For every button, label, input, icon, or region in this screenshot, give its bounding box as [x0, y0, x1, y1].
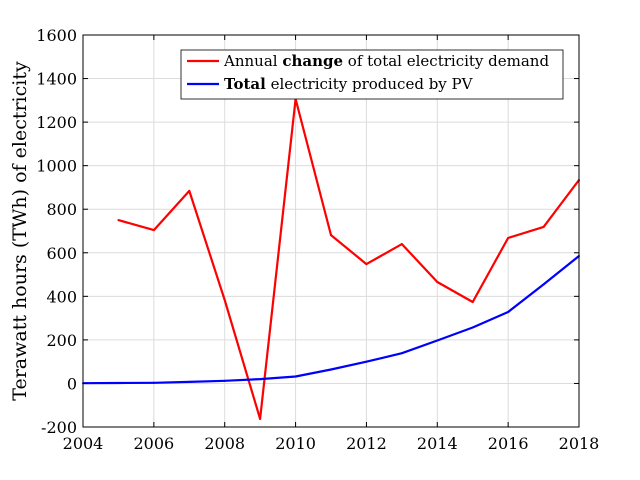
series-line-demand-change	[118, 97, 580, 420]
data-point	[471, 300, 474, 303]
x-tick-label: 2018	[559, 434, 600, 453]
legend-text: change	[282, 52, 343, 70]
data-point	[400, 243, 403, 246]
data-point	[330, 234, 332, 237]
legend-entry: Annual change of total electricity deman…	[223, 52, 549, 70]
x-tick-label: 2012	[346, 434, 387, 453]
legend-text: electricity produced by PV	[266, 75, 474, 93]
y-tick-label: 1200	[36, 113, 77, 132]
data-point	[436, 339, 439, 342]
x-tick-label: 2008	[204, 434, 245, 453]
legend-text: Total	[224, 75, 266, 93]
data-point	[188, 380, 191, 383]
x-tick-label: 2004	[63, 434, 104, 453]
y-axis-label: Terawatt hours (TWh) of electricity	[9, 61, 31, 401]
data-point	[188, 189, 191, 192]
data-point	[223, 379, 226, 382]
y-tick-label: 1000	[36, 157, 77, 176]
axis-ticks: 2004 2006 2008 2010 2012 2014 2016 2018 -200 0 200…	[36, 26, 599, 453]
data-point	[259, 417, 262, 420]
x-tick-label: 2010	[275, 434, 316, 453]
series-group	[82, 97, 580, 420]
y-tick-label: 600	[46, 244, 77, 263]
data-point	[117, 382, 120, 385]
data-point	[542, 283, 545, 286]
legend-text: of total electricity demand	[343, 52, 549, 70]
y-tick-label: 1600	[36, 26, 77, 45]
y-tick-label: 200	[46, 331, 77, 350]
data-point	[400, 352, 403, 355]
legend-text: Annual	[223, 52, 282, 70]
data-point	[330, 368, 332, 371]
data-point	[471, 326, 474, 329]
y-tick-label: 400	[46, 287, 77, 306]
data-point	[259, 378, 262, 381]
data-point	[223, 299, 226, 302]
series-line-pv-total	[82, 255, 580, 385]
data-point	[365, 360, 368, 363]
x-tick-label: 2006	[133, 434, 174, 453]
data-point	[436, 280, 439, 283]
data-point	[507, 311, 510, 314]
x-tick-label: 2016	[488, 434, 529, 453]
data-point	[542, 225, 545, 228]
data-point	[152, 229, 155, 232]
data-point	[152, 381, 155, 384]
y-tick-label: -200	[41, 418, 77, 437]
data-point	[294, 375, 297, 378]
data-point	[507, 236, 510, 239]
legend-box	[180, 49, 564, 100]
x-tick-label: 2014	[417, 434, 458, 453]
y-tick-label: 800	[46, 200, 77, 219]
legend-entry: Total electricity produced by PV	[224, 75, 474, 93]
y-tick-label: 1400	[36, 70, 77, 89]
plot-frame	[82, 34, 580, 428]
legend: Annual change of total electricity deman…	[180, 49, 564, 100]
data-point	[365, 263, 368, 266]
data-point	[117, 219, 120, 222]
y-tick-label: 0	[67, 374, 77, 393]
